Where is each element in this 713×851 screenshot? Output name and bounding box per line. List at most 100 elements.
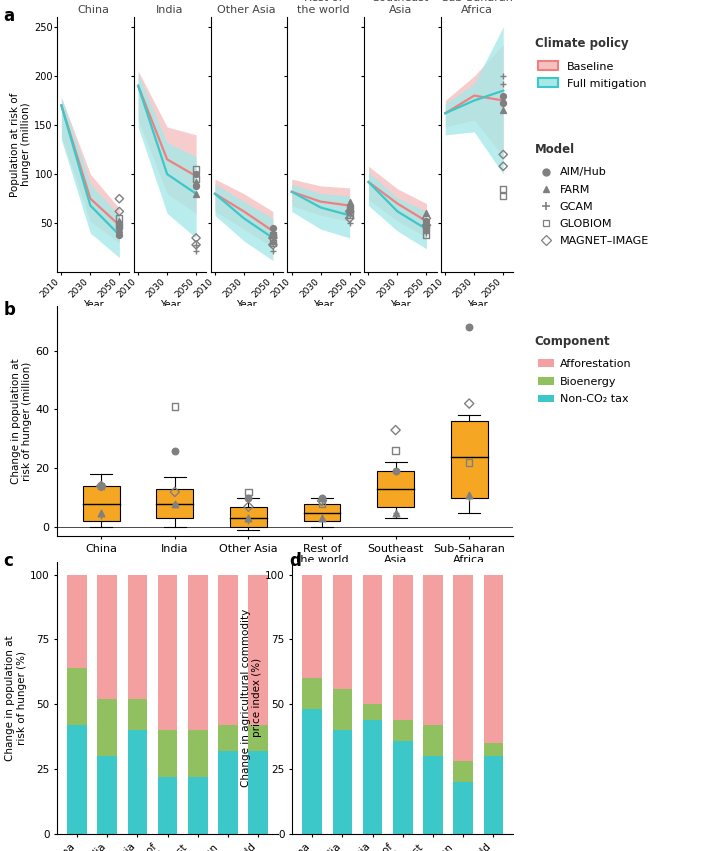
Bar	[377, 471, 414, 506]
Bar	[483, 743, 503, 757]
Point	[190, 179, 202, 192]
Point	[267, 231, 279, 245]
Point	[498, 148, 509, 162]
Point	[190, 231, 202, 245]
Point	[463, 455, 475, 469]
Point	[498, 89, 509, 102]
Point	[390, 505, 401, 519]
Point	[463, 488, 475, 502]
Point	[96, 509, 107, 523]
Point	[498, 159, 509, 173]
Bar	[218, 725, 238, 751]
Point	[421, 214, 432, 228]
Bar	[67, 725, 87, 834]
Point	[96, 479, 107, 493]
Point	[242, 515, 254, 528]
Point	[169, 400, 180, 414]
Bar	[97, 574, 117, 700]
Point	[463, 320, 475, 334]
Point	[390, 465, 401, 478]
Point	[344, 204, 355, 218]
Text: c: c	[4, 552, 14, 570]
Point	[96, 479, 107, 493]
Text: Model: Model	[535, 143, 575, 157]
Bar	[188, 574, 207, 730]
Point	[344, 216, 355, 230]
X-axis label: Year: Year	[390, 300, 411, 311]
X-axis label: Year: Year	[467, 300, 488, 311]
Point	[267, 244, 279, 258]
Bar	[451, 421, 488, 498]
Bar	[302, 574, 322, 678]
Point	[317, 494, 328, 507]
Point	[421, 226, 432, 240]
Bar	[188, 730, 207, 777]
Point	[421, 221, 432, 235]
Point	[317, 511, 328, 525]
Bar	[363, 574, 382, 705]
Point	[267, 238, 279, 252]
Point	[267, 236, 279, 249]
Legend: AIM/Hub, FARM, GCAM, GLOBIOM, MAGNET–IMAGE: AIM/Hub, FARM, GCAM, GLOBIOM, MAGNET–IMA…	[533, 163, 654, 251]
Bar	[302, 710, 322, 834]
Point	[498, 189, 509, 203]
Bar	[483, 757, 503, 834]
Title: Other Asia: Other Asia	[217, 5, 276, 14]
Bar	[302, 678, 322, 710]
Point	[317, 494, 328, 507]
Point	[190, 238, 202, 252]
Point	[113, 226, 125, 240]
Point	[421, 219, 432, 232]
Point	[390, 444, 401, 458]
X-axis label: Year: Year	[83, 300, 103, 311]
Bar	[393, 740, 413, 834]
Point	[498, 97, 509, 111]
Point	[267, 228, 279, 242]
Bar	[218, 751, 238, 834]
Title: Rest of
the world: Rest of the world	[297, 0, 350, 14]
Bar	[248, 725, 268, 751]
Y-axis label: Population at risk of
hunger (million): Population at risk of hunger (million)	[10, 93, 31, 197]
Bar	[393, 720, 413, 740]
Point	[344, 199, 355, 213]
Bar	[83, 486, 120, 522]
Point	[113, 214, 125, 228]
Point	[190, 168, 202, 181]
Bar	[158, 730, 178, 777]
Bar	[248, 574, 268, 725]
Point	[267, 226, 279, 240]
Point	[169, 497, 180, 511]
Title: Sub-Saharan
Africa: Sub-Saharan Africa	[441, 0, 513, 14]
Point	[190, 163, 202, 176]
Point	[113, 228, 125, 242]
Point	[242, 511, 254, 525]
Bar	[483, 574, 503, 743]
Bar	[158, 574, 178, 730]
X-axis label: Year: Year	[313, 300, 334, 311]
Point	[498, 69, 509, 83]
Point	[113, 219, 125, 232]
Point	[267, 236, 279, 249]
Bar	[158, 777, 178, 834]
Title: China: China	[77, 5, 109, 14]
Point	[113, 204, 125, 218]
Text: Component: Component	[535, 334, 610, 348]
Point	[113, 191, 125, 205]
Bar	[128, 700, 147, 730]
Point	[190, 172, 202, 186]
Bar	[128, 574, 147, 700]
Point	[242, 491, 254, 505]
Point	[267, 221, 279, 235]
Point	[498, 77, 509, 90]
Bar	[230, 506, 267, 528]
Bar	[97, 700, 117, 757]
Point	[463, 397, 475, 410]
Point	[344, 202, 355, 215]
Point	[317, 491, 328, 505]
Point	[421, 214, 432, 228]
Point	[169, 497, 180, 511]
Point	[421, 221, 432, 235]
Point	[190, 175, 202, 189]
Point	[421, 228, 432, 242]
Bar	[188, 777, 207, 834]
